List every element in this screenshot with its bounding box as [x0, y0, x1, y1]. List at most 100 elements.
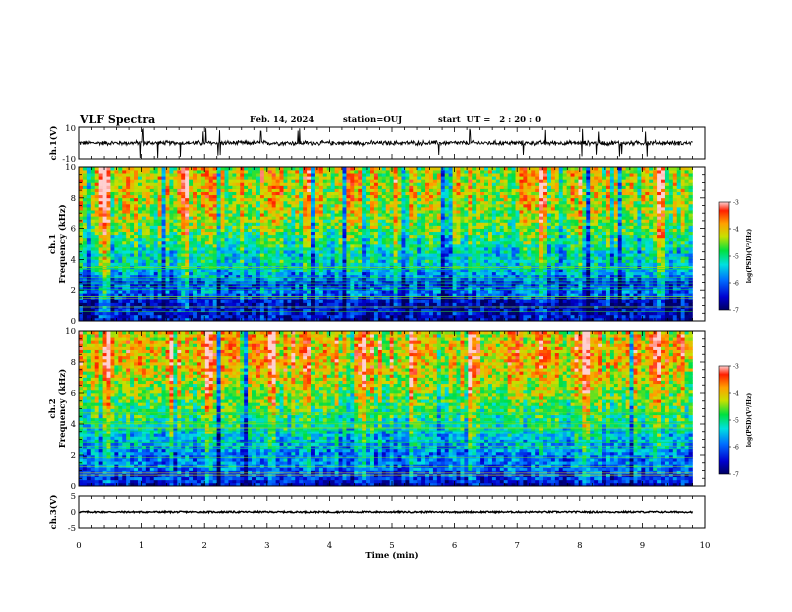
- ch1-spectrogram-cell: [303, 302, 308, 306]
- ch1-spectrogram-cell: [181, 259, 186, 263]
- ch1-spectrogram-cell: [114, 247, 119, 251]
- ch1-spectrogram-cell: [370, 262, 375, 266]
- ch1-spectrogram-cell: [322, 203, 328, 208]
- ch1-spectrogram-cell: [252, 207, 257, 211]
- ch1-spectrogram-cell: [452, 173, 457, 177]
- ch1-spectrogram-cell: [318, 253, 324, 257]
- ch1-spectrogram-cell: [212, 302, 217, 306]
- ch1-spectrogram-cell: [291, 311, 296, 316]
- ch1-spectrogram-cell: [330, 176, 335, 180]
- ch1-waveform-trace: [78, 127, 693, 159]
- ch1-spectrogram-cell: [405, 302, 410, 306]
- ch1-spectrogram-cell: [448, 203, 453, 208]
- ch1-spectrogram-cell: [409, 287, 414, 291]
- ch1-spectrogram-cell: [181, 314, 186, 319]
- ch1-spectrogram-cell: [314, 308, 320, 313]
- ch1-spectrogram-cell: [405, 244, 410, 248]
- ch1-spectrogram-cell: [299, 299, 304, 303]
- ch1-spectrogram-cell: [228, 253, 233, 257]
- ch1-spectrogram-cell: [130, 170, 135, 174]
- ch1-spectrogram-cell: [299, 228, 304, 233]
- ch1-spectrogram-cell: [157, 176, 162, 180]
- ch1-spectrogram-cell: [181, 231, 186, 236]
- ch1-spectrogram-cell: [460, 268, 465, 273]
- ch1-spectrogram-cell: [110, 170, 115, 174]
- ch1-spectrogram-cell: [216, 253, 221, 257]
- ch1-spectrogram-cell: [94, 293, 100, 297]
- ch1-spectrogram-cell: [287, 259, 292, 263]
- ch1-spectrogram-cell: [79, 274, 84, 279]
- ch1-spectrogram-cell: [456, 280, 461, 285]
- ch1-spectrogram-cell: [373, 317, 379, 322]
- ch1-spectrogram-cell: [307, 240, 312, 245]
- ch1-spectrogram-cell: [393, 244, 398, 248]
- ch1-spectrogram-cell: [102, 253, 107, 257]
- ch1-spectrogram-cell: [228, 274, 233, 279]
- ch1-spectrogram-cell: [456, 191, 461, 196]
- ch1-spectrogram-cell: [452, 200, 457, 205]
- ch1-spectrogram-cell: [346, 173, 351, 177]
- ch1-spectrogram-cell: [169, 290, 174, 294]
- ch1-spectrogram-cell: [456, 317, 461, 322]
- ch1-spectrogram-cell: [377, 213, 383, 217]
- ch1-spectrogram-cell: [177, 290, 182, 294]
- ch1-spectrogram-cell: [189, 277, 194, 282]
- ch1-spectrogram-cell: [409, 240, 414, 245]
- ch1-spectrogram-cell: [362, 213, 367, 217]
- ch1-spectrogram-cell: [275, 200, 280, 205]
- ch1-spectrogram-cell: [299, 314, 304, 319]
- ch1-spectrogram-cell: [173, 302, 178, 306]
- ch1-spectrogram-cell: [110, 203, 115, 208]
- ch1-spectrogram-cell: [295, 197, 300, 202]
- ch1-spectrogram-cell: [283, 268, 288, 273]
- ch1-spectrogram-cell: [137, 203, 143, 208]
- ch1-spectrogram-cell: [137, 231, 143, 236]
- ch1-spectrogram-cell: [267, 268, 273, 273]
- ch1-spectrogram-cell: [244, 225, 249, 229]
- ch1-spectrogram-cell: [94, 240, 100, 245]
- ch1-spectrogram-cell: [291, 259, 296, 263]
- ch1-spectrogram-cell: [94, 259, 100, 263]
- ch1-spectrogram-cell: [161, 314, 166, 319]
- ch1-spectrogram-cell: [291, 234, 296, 239]
- ch1-spectrogram-cell: [287, 185, 292, 189]
- ch1-spectrogram-cell: [248, 191, 253, 196]
- ch1-spectrogram-cell: [432, 210, 438, 214]
- ch1-spectrogram-cell: [389, 185, 394, 189]
- ch1-spectrogram-cell: [362, 203, 367, 208]
- ch1-spectrogram-cell: [208, 207, 214, 211]
- ch1-spectrogram-cell: [436, 302, 442, 306]
- ch1-spectrogram-cell: [354, 293, 359, 297]
- ch1-spectrogram-cell: [444, 247, 450, 251]
- ch1-spectrogram-cell: [389, 194, 394, 199]
- ch1-spectrogram-cell: [236, 182, 241, 186]
- ch1-spectrogram-cell: [421, 253, 426, 257]
- ch1-spectrogram-cell: [161, 237, 166, 242]
- ch1-spectrogram-cell: [102, 311, 107, 316]
- ch1-spectrogram-cell: [283, 203, 288, 208]
- ch1-spectrogram-cell: [322, 222, 328, 226]
- ch1-spectrogram-cell: [204, 314, 210, 319]
- ch1-spectrogram-cell: [318, 197, 324, 202]
- ch1-spectrogram-cell: [291, 237, 296, 242]
- ch1-spectrogram-cell: [295, 222, 300, 226]
- ch1-spectrogram-cell: [86, 176, 92, 180]
- ch1-spectrogram-cell: [385, 225, 391, 229]
- ch1-spectrogram-cell: [181, 207, 186, 211]
- ch1-spectrogram-cell: [417, 311, 422, 316]
- ch1-spectrogram-cell: [263, 176, 269, 180]
- ch1-spectrogram-cell: [307, 219, 312, 223]
- ch1-spectrogram-cell: [338, 219, 343, 223]
- ch1-spectrogram-cell: [169, 225, 174, 229]
- ch1-spectrogram-cell: [409, 182, 414, 186]
- ch1-spectrogram-cell: [370, 182, 375, 186]
- ch1-spectrogram-cell: [299, 280, 304, 285]
- ch1-spectrogram-cell: [456, 231, 461, 236]
- ch1-spectrogram-cell: [200, 182, 206, 186]
- ch1-spectrogram-cell: [134, 271, 139, 276]
- ch1-spectrogram-cell: [82, 194, 88, 199]
- ch1-spectrogram-cell: [314, 284, 320, 288]
- ch1-spectrogram-cell: [377, 200, 383, 205]
- ch1-spectrogram-cell: [200, 280, 206, 285]
- ch1-spectrogram-cell: [102, 247, 107, 251]
